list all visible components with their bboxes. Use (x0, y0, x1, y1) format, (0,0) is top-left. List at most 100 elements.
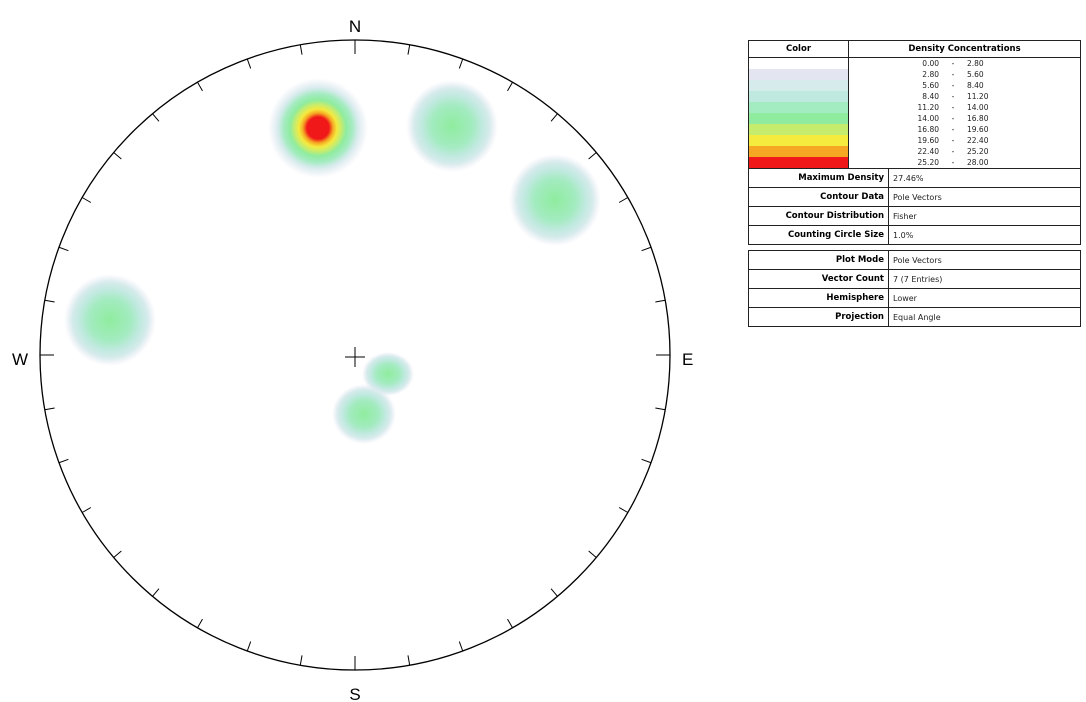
range-max: 2.80 (967, 59, 984, 68)
range-max: 22.40 (967, 136, 989, 145)
tick-100 (655, 407, 666, 411)
tick-150 (507, 618, 513, 629)
contour-cluster-center-b (332, 384, 396, 444)
range-separator: - (951, 92, 955, 101)
density-range-row: 11.20 - 14.00 (849, 102, 1080, 113)
property-name: Contour Distribution (748, 206, 889, 226)
range-separator: - (951, 59, 955, 68)
tick-40 (550, 113, 558, 122)
color-swatch (749, 102, 848, 113)
property-name: Vector Count (748, 269, 889, 289)
property-name: Counting Circle Size (748, 225, 889, 245)
range-min: 25.20 (917, 158, 939, 167)
tick-280 (44, 299, 55, 303)
range-min: 22.40 (917, 147, 939, 156)
tick-140 (550, 588, 558, 597)
property-value: 1.0% (888, 225, 1081, 245)
property-value: Lower (888, 288, 1081, 308)
tick-350 (299, 44, 303, 55)
range-separator: - (951, 103, 955, 112)
range-max: 14.00 (967, 103, 989, 112)
color-swatch (749, 146, 848, 157)
range-separator: - (951, 114, 955, 123)
density-range-row: 2.80 - 5.60 (849, 69, 1080, 80)
color-swatch (749, 124, 848, 135)
range-max: 8.40 (967, 81, 984, 90)
density-range-row: 0.00 - 2.80 (849, 58, 1080, 69)
plot-property-row: Vector Count 7 (7 Entries) (748, 269, 1081, 289)
property-value: 27.46% (888, 168, 1081, 188)
tick-50 (588, 152, 597, 160)
tick-290 (58, 246, 69, 252)
range-max: 11.20 (967, 92, 989, 101)
property-name: Hemisphere (748, 288, 889, 308)
tick-110 (641, 458, 652, 464)
tick-240 (81, 507, 92, 513)
tick-250 (58, 458, 69, 464)
contour-cluster-nnw (268, 78, 368, 178)
tick-200 (246, 641, 252, 652)
range-separator: - (951, 147, 955, 156)
density-range-row: 5.60 - 8.40 (849, 80, 1080, 91)
property-value: Fisher (888, 206, 1081, 226)
tick-60 (618, 197, 629, 203)
tick-190 (299, 655, 303, 666)
contour-cluster-ne (509, 154, 601, 246)
property-value: 7 (7 Entries) (888, 269, 1081, 289)
contour-cluster-w (64, 274, 156, 366)
range-min: 5.60 (922, 81, 939, 90)
tick-20 (458, 58, 464, 69)
density-range-row: 14.00 - 16.80 (849, 113, 1080, 124)
range-separator: - (951, 70, 955, 79)
density-range-row: 22.40 - 25.20 (849, 146, 1080, 157)
contour-property-row: Counting Circle Size 1.0% (748, 225, 1081, 245)
plot-property-row: Projection Equal Angle (748, 307, 1081, 327)
range-max: 25.20 (967, 147, 989, 156)
contour-property-row: Contour Distribution Fisher (748, 206, 1081, 226)
property-value: Pole Vectors (888, 250, 1081, 270)
density-contours (64, 78, 601, 444)
contour-cluster-center-a (362, 352, 414, 396)
east-label: E (682, 350, 693, 369)
color-swatch (749, 69, 848, 80)
color-swatch (749, 135, 848, 146)
range-min: 0.00 (922, 59, 939, 68)
tick-320 (152, 113, 160, 122)
density-range-row: 16.80 - 19.60 (849, 124, 1080, 135)
color-swatch (749, 113, 848, 124)
plot-property-row: Hemisphere Lower (748, 288, 1081, 308)
contour-property-row: Maximum Density 27.46% (748, 168, 1081, 188)
range-min: 8.40 (922, 92, 939, 101)
north-label: N (349, 17, 361, 36)
density-ranges: 0.00-2.80 2.80-5.60 5.60-8.40 8.40-11.20 11.… (848, 57, 1081, 169)
tick-30 (507, 81, 513, 92)
density-range-row: 25.20 - 28.00 (849, 157, 1080, 168)
range-min: 2.80 (922, 70, 939, 79)
tick-300 (81, 197, 92, 203)
tick-220 (152, 588, 160, 597)
range-max: 5.60 (967, 70, 984, 79)
range-min: 11.20 (917, 103, 939, 112)
center-cross (345, 347, 365, 367)
legend-table: Color Density Concentrations 0.00-2.80 2.… (748, 40, 1081, 327)
color-swatch (749, 58, 848, 69)
tick-230 (113, 550, 122, 558)
property-name: Plot Mode (748, 250, 889, 270)
tick-10 (407, 44, 411, 55)
density-header: Density Concentrations (848, 40, 1081, 58)
color-swatch (749, 91, 848, 102)
tick-310 (113, 152, 122, 160)
range-separator: - (951, 158, 955, 167)
west-label: W (12, 350, 28, 369)
south-label: S (349, 685, 360, 702)
plot-property-row: Plot Mode Pole Vectors (748, 250, 1081, 270)
range-max: 28.00 (967, 158, 989, 167)
color-swatch (749, 157, 848, 168)
tick-80 (655, 299, 666, 303)
tick-120 (618, 507, 629, 513)
stereonet-plot: N E S W (12, 17, 693, 702)
contour-property-row: Contour Data Pole Vectors (748, 187, 1081, 207)
tick-260 (44, 407, 55, 411)
range-min: 16.80 (917, 125, 939, 134)
tick-130 (588, 550, 597, 558)
